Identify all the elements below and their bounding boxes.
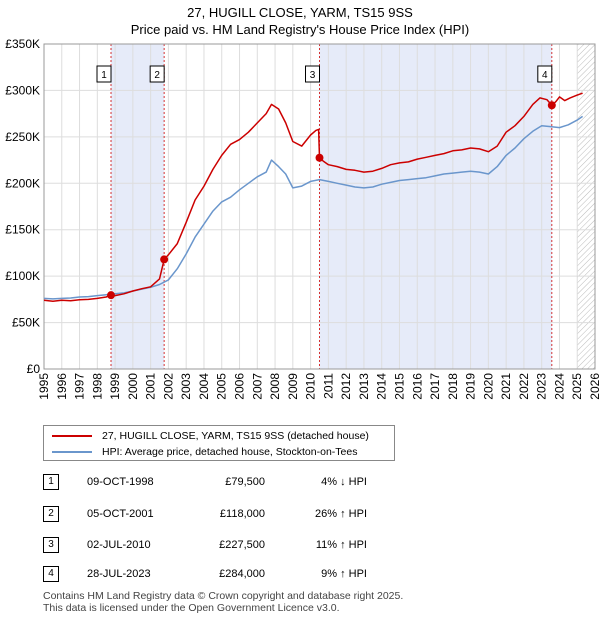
legend-label-hpi: HPI: Average price, detached house, Stoc… (102, 446, 358, 458)
sale-number: 2 (43, 506, 59, 522)
x-tick-label: 2017 (428, 373, 442, 400)
x-tick-label: 2007 (250, 373, 264, 400)
sale-row: 3 02-JUL-2010 £227,500 11% ↑ HPI (43, 537, 383, 555)
legend-swatch-property (52, 435, 92, 437)
footer: Contains HM Land Registry data © Crown c… (43, 590, 403, 614)
x-tick-label: 1999 (108, 373, 122, 400)
sale-number: 3 (43, 537, 59, 553)
x-tick-label: 2013 (357, 373, 371, 400)
chart-title-block: 27, HUGILL CLOSE, YARM, TS15 9SS Price p… (0, 4, 600, 38)
x-tick-label: 2011 (321, 373, 335, 399)
x-tick-label: 2001 (144, 373, 158, 400)
footer-copyright: Contains HM Land Registry data © Crown c… (43, 590, 404, 602)
sale-label-text: 2 (154, 70, 160, 81)
y-tick-label: £250K (5, 130, 40, 144)
sale-point (315, 153, 324, 162)
x-tick-label: 2025 (570, 373, 584, 400)
sale-label-text: 4 (542, 70, 548, 81)
x-tick-label: 2009 (286, 373, 300, 400)
x-tick-label: 2003 (179, 373, 193, 400)
sale-hpi-diff: 9% ↑ HPI (321, 568, 367, 580)
sale-label-box (149, 65, 165, 83)
sale-hpi-diff: 4% ↓ HPI (321, 476, 367, 488)
x-tick-label: 1996 (55, 373, 69, 400)
x-tick-label: 2022 (517, 373, 531, 400)
y-tick-label: £300K (5, 83, 40, 97)
footer-licence: This data is licensed under the Open Gov… (43, 602, 340, 614)
sale-label-text: 3 (310, 70, 316, 81)
legend-swatch-hpi (52, 451, 92, 453)
chart-legend: 27, HUGILL CLOSE, YARM, TS15 9SS (detach… (43, 425, 395, 461)
x-tick-label: 2006 (233, 373, 247, 400)
x-tick-label: 1997 (73, 373, 87, 400)
x-tick-label: 2021 (499, 373, 513, 400)
x-tick-label: 2012 (339, 373, 353, 400)
sale-price: £227,500 (219, 539, 265, 551)
x-tick-label: 2020 (481, 373, 495, 400)
sale-date: 09-OCT-1998 (87, 476, 154, 488)
x-tick-label: 2010 (304, 373, 318, 400)
x-tick-label: 2008 (268, 373, 282, 400)
x-tick-label: 2018 (446, 373, 460, 400)
legend-label-property: 27, HUGILL CLOSE, YARM, TS15 9SS (detach… (102, 430, 369, 442)
price-chart: 1 2 3 4 £0 £50K £100K £150K £200K £250K £300K £350K… (5, 37, 600, 400)
sale-price: £118,000 (219, 508, 265, 520)
shaded-period (111, 44, 165, 369)
x-tick-label: 2023 (535, 373, 549, 400)
x-tick-label: 1998 (90, 373, 104, 400)
sale-label-box (537, 65, 553, 83)
y-tick-label: £0 (27, 362, 41, 376)
chart-title: 27, HUGILL CLOSE, YARM, TS15 9SS (187, 5, 413, 20)
sale-row: 2 05-OCT-2001 £118,000 26% ↑ HPI (43, 506, 383, 524)
forecast-region (577, 44, 595, 369)
x-tick-label: 2024 (552, 373, 566, 400)
sale-row: 1 09-OCT-1998 £79,500 4% ↓ HPI (43, 474, 383, 492)
x-tick-label: 2026 (588, 373, 600, 400)
sale-date: 28-JUL-2023 (87, 568, 151, 580)
legend-item-hpi: HPI: Average price, detached house, Stoc… (52, 445, 357, 459)
y-tick-label: £150K (5, 223, 40, 237)
y-tick-label: £100K (5, 269, 40, 283)
sale-date: 05-OCT-2001 (87, 508, 154, 520)
plot-frame (43, 43, 596, 370)
x-tick-label: 2015 (392, 373, 406, 400)
sale-number: 1 (43, 474, 59, 490)
x-tick-label: 2005 (215, 373, 229, 400)
x-tick-label: 2000 (126, 373, 140, 400)
property-price-line (43, 92, 583, 302)
x-tick-label: 2016 (410, 373, 424, 400)
sale-label-box (96, 65, 112, 83)
sale-hpi-diff: 11% ↑ HPI (315, 539, 367, 551)
x-tick-label: 2002 (161, 373, 175, 400)
x-tick-label: 1995 (37, 373, 51, 400)
sale-number: 4 (43, 566, 59, 582)
sale-point (107, 291, 116, 300)
sale-hpi-diff: 26% ↑ HPI (315, 508, 367, 520)
legend-item-property: 27, HUGILL CLOSE, YARM, TS15 9SS (detach… (52, 429, 369, 443)
y-tick-label: £350K (5, 37, 40, 51)
sale-price: £79,500 (225, 476, 265, 488)
sale-label-text: 1 (101, 70, 107, 81)
x-tick-label: 2014 (375, 373, 389, 400)
sale-row: 4 28-JUL-2023 £284,000 9% ↑ HPI (43, 566, 383, 584)
x-tick-label: 2004 (197, 373, 211, 400)
y-tick-label: £50K (12, 316, 40, 330)
sale-label-box (305, 65, 320, 83)
sale-point (160, 255, 169, 264)
sale-price: £284,000 (219, 568, 265, 580)
chart-subtitle: Price paid vs. HM Land Registry's House … (130, 22, 470, 37)
shaded-period (319, 44, 552, 369)
y-tick-label: £200K (5, 176, 40, 190)
sale-point (547, 101, 556, 110)
sale-date: 02-JUL-2010 (87, 539, 151, 551)
x-tick-label: 2019 (464, 373, 478, 400)
